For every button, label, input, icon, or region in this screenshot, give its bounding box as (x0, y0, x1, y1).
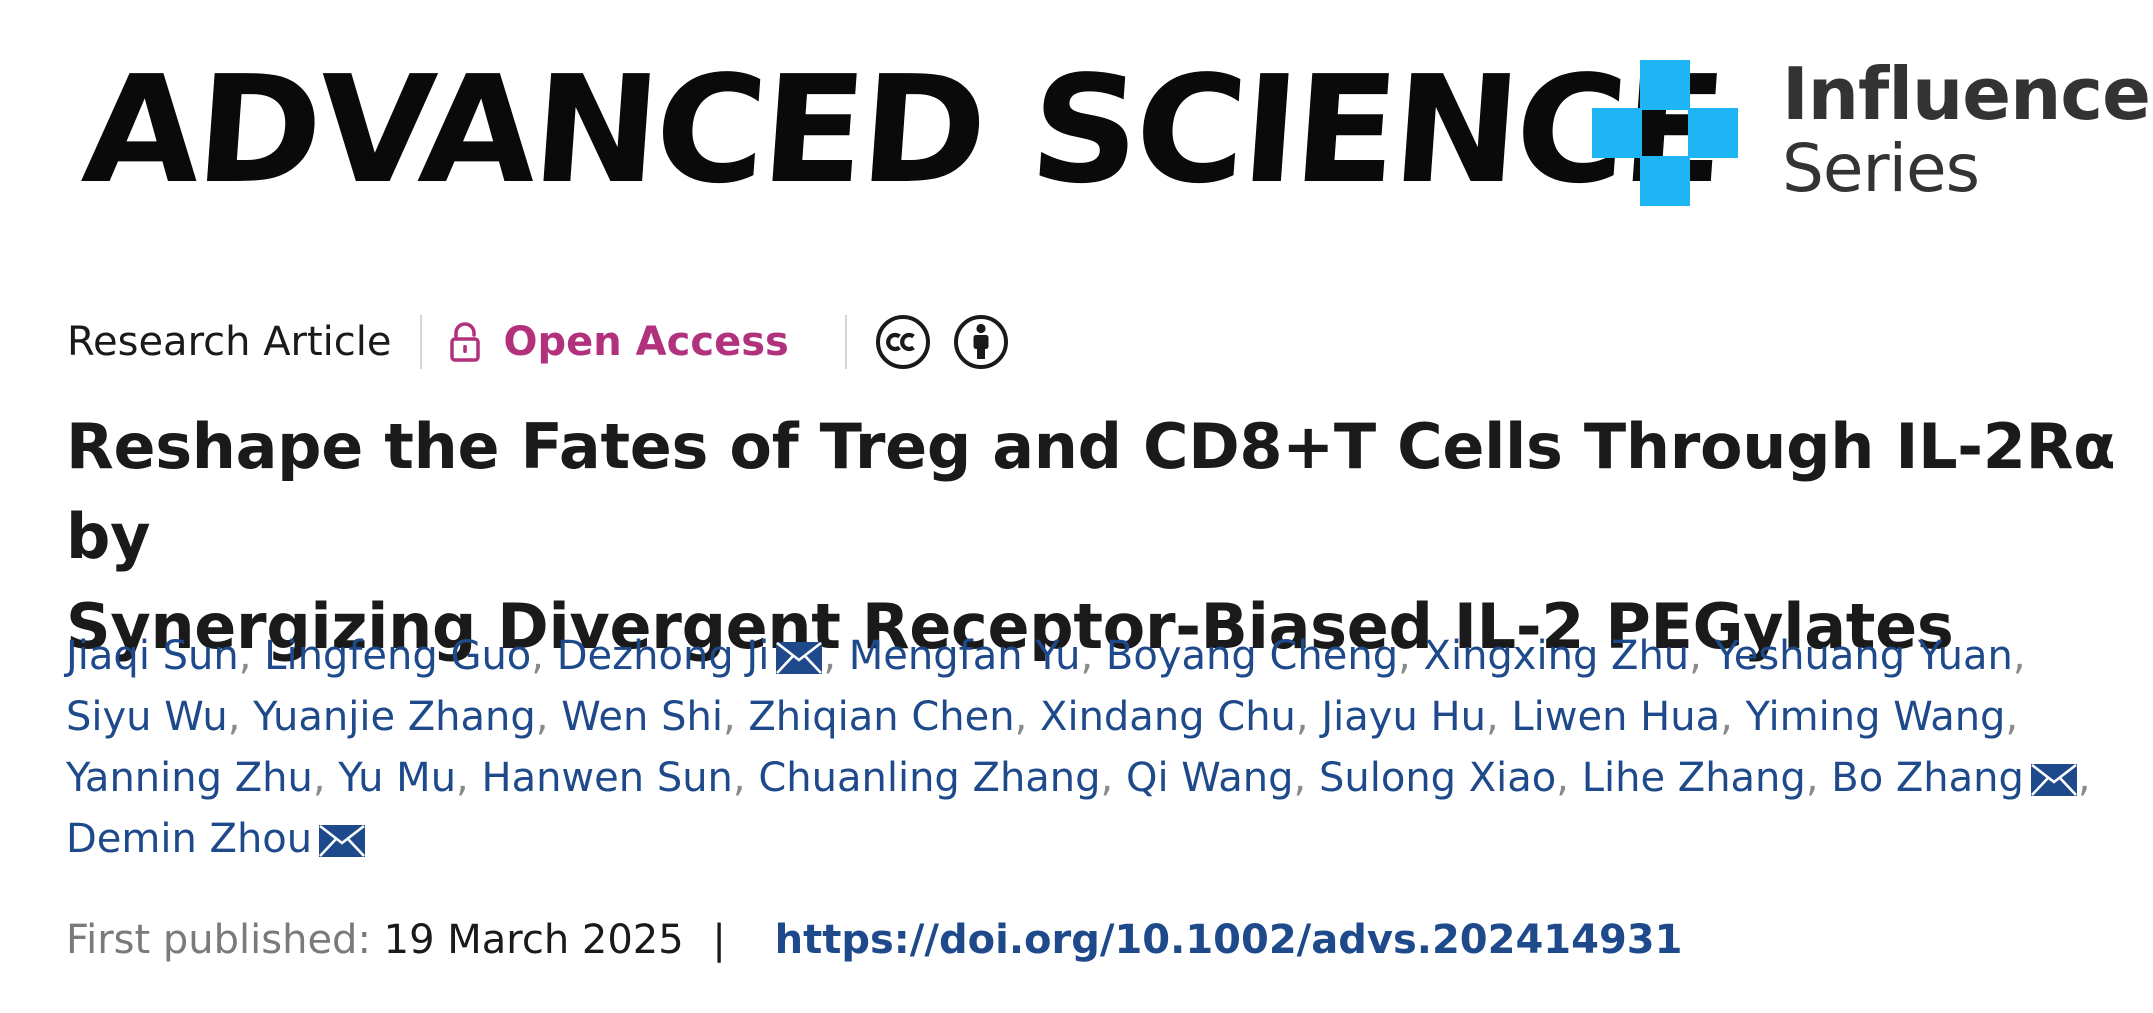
author-link[interactable]: Jiayu Hu (1321, 694, 1486, 740)
series-line2: Series (1782, 130, 1980, 207)
envelope-icon[interactable] (775, 641, 823, 675)
author-link[interactable]: Chuanling Zhang (758, 755, 1101, 801)
author-separator: , (1100, 755, 1126, 801)
author-link[interactable]: Lingfeng Guo (264, 633, 532, 679)
author-separator: , (1014, 694, 1041, 740)
author-separator: , (312, 755, 339, 801)
author-link[interactable]: Yu Mu (338, 755, 457, 801)
open-lock-icon (449, 322, 480, 362)
author-separator: , (732, 755, 759, 801)
author-list: Jiaqi Sun, Lingfeng Guo, Dezhong Ji, Men… (66, 626, 2126, 870)
author-link[interactable]: Yiming Wang (1745, 694, 2006, 740)
author-separator: , (2005, 694, 2019, 740)
series-line1: Influence (1782, 52, 2151, 136)
meta-divider (419, 315, 422, 369)
series-title: Influence Series (1782, 52, 2151, 207)
author-separator: , (1805, 755, 1832, 801)
author-link[interactable]: Liwen Hua (1511, 694, 1721, 740)
author-link[interactable]: Wen Shi (561, 694, 723, 740)
meta-divider (844, 315, 847, 369)
author-link[interactable]: Sulong Xiao (1318, 755, 1557, 801)
author-separator: , (1485, 694, 1512, 740)
author-separator: , (1295, 694, 1322, 740)
author-link[interactable]: Dezhong Ji (557, 633, 824, 679)
journal-name: ADVANCED SCIENCE (77, 44, 1728, 216)
author-separator: , (1293, 755, 1319, 801)
author-separator: , (2077, 755, 2091, 801)
author-link[interactable]: Boyang Cheng (1105, 633, 1399, 679)
article-meta-row: Research Article Open Access (67, 312, 1031, 372)
author-link[interactable]: Xingxing Zhu (1423, 633, 1690, 679)
author-link[interactable]: Qi Wang (1125, 755, 1294, 801)
author-link[interactable]: Yanning Zhu (66, 755, 313, 801)
series-logo[interactable]: Influence Series (1592, 58, 2151, 210)
author-separator: , (2012, 633, 2026, 679)
first-published-label: First published: (66, 917, 371, 963)
author-separator: , (1556, 755, 1582, 801)
author-link[interactable]: Zhiqian Chen (748, 694, 1015, 740)
author-separator: , (531, 633, 557, 679)
envelope-icon[interactable] (2030, 763, 2078, 797)
author-link[interactable]: Yeshuang Yuan (1714, 633, 2013, 679)
journal-logo[interactable]: ADVANCED SCIENCE (78, 44, 1728, 216)
article-title: Reshape the Fates of Treg and CD8+T Cell… (66, 402, 2136, 672)
author-link[interactable]: Mengfan Yu (848, 633, 1081, 679)
author-link[interactable]: Bo Zhang (1831, 755, 2078, 801)
author-separator: , (238, 633, 265, 679)
author-link[interactable]: Jiaqi Sun (66, 633, 239, 679)
author-separator: , (1720, 694, 1746, 740)
publication-date: 19 March 2025 (383, 917, 684, 963)
cc-icon[interactable] (875, 314, 931, 370)
article-type: Research Article (67, 319, 392, 365)
author-separator: , (535, 694, 562, 740)
publication-separator: | (712, 917, 726, 963)
author-link[interactable]: Lihe Zhang (1581, 755, 1806, 801)
publication-line: First published: 19 March 2025 | https:/… (66, 912, 1682, 968)
author-separator: , (1689, 633, 1715, 679)
by-attribution-icon[interactable] (953, 314, 1009, 370)
open-access-label: Open Access (503, 319, 789, 365)
open-access-badge[interactable]: Open Access (449, 319, 789, 365)
envelope-icon[interactable] (318, 824, 366, 858)
author-separator: , (1398, 633, 1424, 679)
author-link[interactable]: Siyu Wu (66, 694, 228, 740)
author-link[interactable]: Hanwen Sun (481, 755, 733, 801)
author-separator: , (227, 694, 254, 740)
author-separator: , (823, 633, 849, 679)
author-link[interactable]: Demin Zhou (66, 816, 366, 862)
author-separator: , (456, 755, 482, 801)
title-line-1: Reshape the Fates of Treg and CD8+T Cell… (66, 410, 2116, 573)
title-line-2: Synergizing Divergent Receptor-Biased IL… (66, 590, 1954, 663)
license-icons[interactable] (875, 314, 1031, 370)
author-separator: , (1080, 633, 1106, 679)
doi-link[interactable]: https://doi.org/10.1002/advs.202414931 (774, 917, 1683, 963)
author-separator: , (722, 694, 749, 740)
series-cross-icon (1592, 60, 1738, 206)
author-link[interactable]: Yuanjie Zhang (253, 694, 536, 740)
author-link[interactable]: Xindang Chu (1040, 694, 1296, 740)
